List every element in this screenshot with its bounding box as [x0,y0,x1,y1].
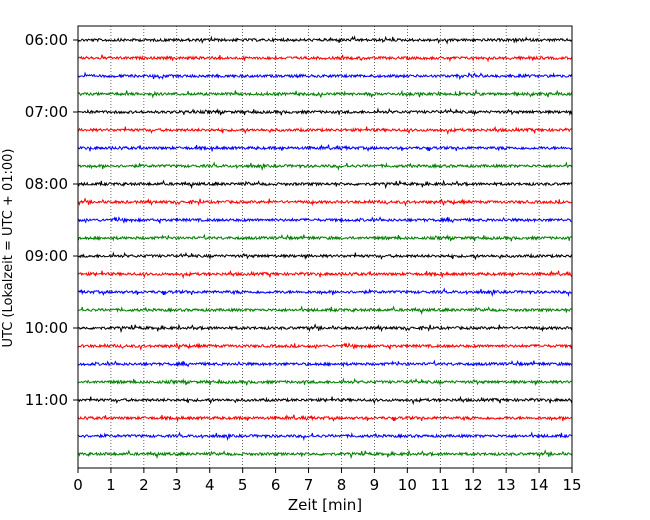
x-tick-label: 7 [304,476,314,494]
y-tick-label: 08:00 [25,175,68,193]
x-tick-label: 10 [398,476,417,494]
trace-0900 [77,251,573,261]
trace-1000 [77,323,573,334]
trace-0815 [77,197,573,207]
x-tick-label: 11 [431,476,450,494]
trace-0630 [77,71,573,81]
trace-0945 [77,305,573,316]
x-tick-label: 8 [337,476,347,494]
x-tick-label: 1 [106,476,116,494]
trace-0845 [77,233,573,242]
trace-1145 [77,449,573,460]
trace-1045 [77,377,573,387]
trace-1015 [77,342,573,351]
trace-layer [77,35,573,460]
trace-0615 [77,54,573,63]
x-tick-label: 12 [464,476,483,494]
y-tick-label: 10:00 [25,319,68,337]
trace-1130 [77,431,573,441]
x-tick-label: 0 [73,476,83,494]
x-tick-label: 9 [370,476,380,494]
x-tick-label: 14 [530,476,549,494]
y-tick-label: 06:00 [25,31,68,49]
trace-0830 [77,216,572,224]
trace-0645 [77,88,573,99]
y-tick-label: 11:00 [25,391,68,409]
y-axis-label: UTC (Lokalzeit = UTC + 01:00) [1,149,16,348]
trace-0600 [77,35,573,45]
trace-1115 [77,414,573,422]
x-tick-label: 3 [172,476,182,494]
trace-1100 [77,395,573,406]
trace-1030 [77,359,573,368]
trace-0800 [77,179,573,190]
trace-0730 [77,144,573,152]
x-tick-label: 5 [238,476,248,494]
trace-0700 [77,107,573,117]
trace-0745 [77,161,573,171]
y-tick-label: 07:00 [25,103,68,121]
axes-layer: 0 1 2 3 4 5 6 7 8 9 10 11 12 13 14 1506:0007:0008:0009:… [25,25,582,494]
trace-0715 [77,125,573,136]
trace-0930 [77,287,573,297]
x-tick-label: 4 [205,476,215,494]
x-tick-label: 15 [562,476,581,494]
x-axis-label: Zeit [min] [288,496,362,514]
x-tick-label: 6 [271,476,281,494]
x-tick-label: 2 [139,476,149,494]
plot-frame [77,25,573,469]
y-tick-label: 09:00 [25,247,68,265]
trace-0915 [77,269,573,280]
x-tick-label: 13 [497,476,516,494]
